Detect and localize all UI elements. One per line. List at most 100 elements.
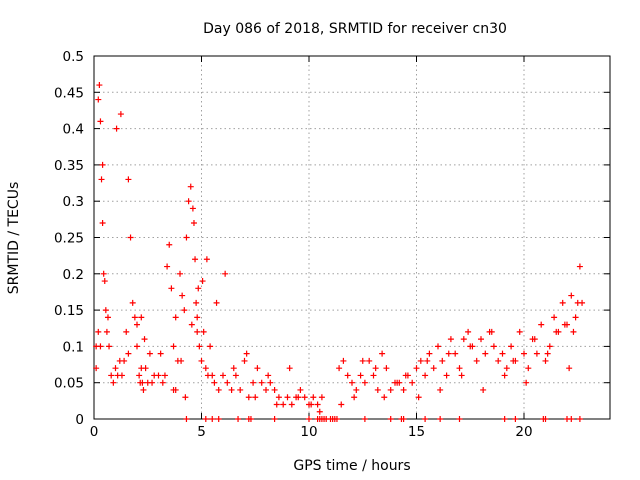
data-point xyxy=(344,372,351,379)
data-point xyxy=(101,278,108,285)
data-point xyxy=(99,219,106,226)
data-point xyxy=(544,350,551,357)
x-tick-label: 5 xyxy=(197,424,206,440)
data-point xyxy=(181,307,188,314)
data-point xyxy=(252,394,259,401)
data-point xyxy=(121,357,128,364)
data-point xyxy=(183,234,190,241)
data-point xyxy=(95,96,102,103)
data-point xyxy=(280,401,287,408)
data-point xyxy=(195,285,202,292)
data-point xyxy=(465,328,472,335)
data-point xyxy=(232,372,239,379)
data-point xyxy=(159,379,166,386)
data-point xyxy=(439,357,446,364)
data-point xyxy=(207,343,214,350)
data-point xyxy=(112,365,119,372)
data-point xyxy=(568,416,575,422)
data-point xyxy=(499,350,506,357)
data-point xyxy=(134,343,140,350)
data-point xyxy=(110,379,117,386)
data-point xyxy=(559,299,566,306)
data-point xyxy=(97,118,104,125)
data-point xyxy=(183,416,190,422)
data-point xyxy=(113,125,120,132)
data-point xyxy=(374,386,381,393)
data-point xyxy=(237,386,244,393)
data-point xyxy=(286,365,293,372)
data-point xyxy=(501,372,508,379)
data-point xyxy=(460,336,467,343)
data-point xyxy=(510,357,517,364)
data-point xyxy=(194,314,201,321)
data-point xyxy=(200,328,207,335)
data-point xyxy=(430,365,437,372)
data-point xyxy=(503,365,510,372)
data-point xyxy=(193,299,200,306)
data-point xyxy=(138,314,145,321)
data-point xyxy=(301,394,308,401)
data-point xyxy=(531,336,538,343)
data-point xyxy=(188,321,195,328)
data-point xyxy=(166,241,173,248)
y-axis-label: SRMTID / TECUs xyxy=(6,182,22,295)
data-point xyxy=(570,328,577,335)
data-point xyxy=(202,416,209,422)
data-point xyxy=(247,416,254,422)
data-point xyxy=(561,321,568,328)
data-point xyxy=(118,372,125,379)
data-point xyxy=(447,336,454,343)
data-point xyxy=(452,350,459,357)
data-point xyxy=(108,372,115,379)
data-point xyxy=(490,343,497,350)
data-point xyxy=(435,343,441,350)
data-point xyxy=(131,314,138,321)
data-point xyxy=(310,394,317,401)
data-point xyxy=(127,234,134,241)
data-point xyxy=(194,328,201,335)
data-point xyxy=(172,314,179,321)
data-point xyxy=(187,183,194,190)
data-point xyxy=(125,350,132,357)
data-point xyxy=(142,365,149,372)
data-point xyxy=(100,270,107,277)
data-point xyxy=(458,372,465,379)
data-point xyxy=(521,350,527,357)
data-point xyxy=(117,111,124,118)
data-point xyxy=(512,416,519,422)
y-tick-labels: 0 0.05 0.1 0.15 0.2 0.25 0.3 0.35 0.4 0.45 0.5 xyxy=(54,49,84,428)
data-point xyxy=(333,416,340,422)
data-point xyxy=(306,416,312,422)
chart-title: Day 086 of 2018, SRMTID for receiver cn3… xyxy=(203,21,507,37)
data-point xyxy=(488,328,495,335)
y-tick-label: 0.35 xyxy=(54,158,84,174)
data-point xyxy=(96,82,103,89)
data-point xyxy=(189,205,196,212)
data-point xyxy=(134,321,140,328)
data-point xyxy=(482,350,489,357)
data-point xyxy=(170,343,177,350)
data-point xyxy=(480,386,487,393)
data-point xyxy=(456,416,463,422)
y-tick-label: 0.2 xyxy=(63,267,84,283)
data-point xyxy=(198,357,205,364)
y-tick-label: 0.25 xyxy=(54,231,84,247)
data-point xyxy=(478,336,484,343)
data-point xyxy=(93,343,100,350)
data-point xyxy=(437,416,444,422)
data-point xyxy=(473,357,480,364)
data-point xyxy=(353,386,360,393)
data-point xyxy=(273,401,280,408)
data-point xyxy=(351,394,358,401)
data-point xyxy=(366,357,373,364)
data-point xyxy=(168,285,175,292)
data-point xyxy=(241,357,248,364)
data-point xyxy=(220,372,226,379)
data-point xyxy=(359,357,366,364)
data-point xyxy=(523,379,530,386)
data-point xyxy=(413,365,420,372)
data-point xyxy=(308,401,315,408)
data-point xyxy=(576,263,583,270)
data-point xyxy=(213,299,220,306)
data-point xyxy=(284,394,291,401)
